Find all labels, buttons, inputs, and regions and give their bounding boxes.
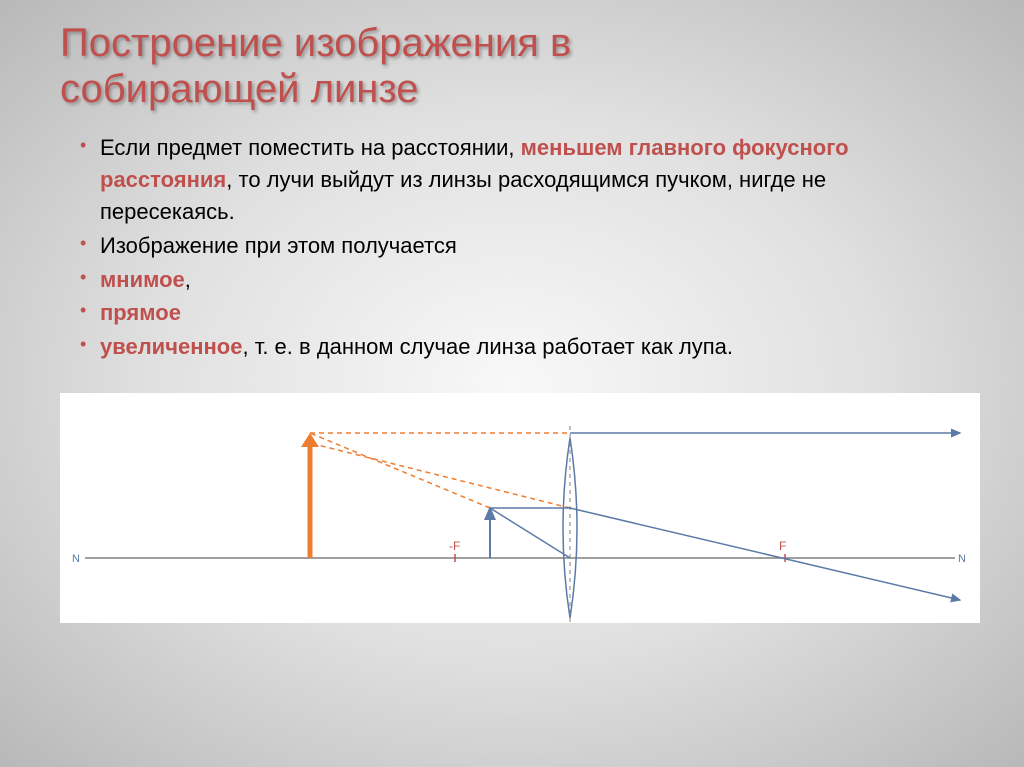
bullet-text: Изображение при этом получается [100,233,457,258]
title-line-1: Построение изображения в [60,21,571,65]
lens-diagram: N N -F F [60,393,980,623]
virtual-ray [310,443,570,508]
ray [490,508,570,558]
slide-title: Построение изображения в собирающей линз… [60,20,964,112]
axis-label-right: N [958,553,966,565]
bullet-text-emphasis: мнимое [100,267,185,292]
bullet-text: Если предмет поместить на расстоянии, [100,135,521,160]
image-arrow-head [301,433,319,447]
bullet-text-emphasis: прямое [100,300,181,325]
bullet-item: увеличенное, т. е. в данном случае линза… [80,331,964,363]
title-line-2: собирающей линзе [60,67,419,111]
bullet-text: , т. е. в данном случае линза работает к… [242,334,733,359]
ray [570,508,960,600]
bullet-list: Если предмет поместить на расстоянии, ме… [80,132,964,363]
lens-shape [563,438,577,618]
bullet-item: прямое [80,297,964,329]
focal-label: F [779,539,786,553]
bullet-item: Изображение при этом получается [80,230,964,262]
lens-diagram-container: N N -F F [60,393,980,623]
virtual-ray [310,433,490,508]
bullet-text: , [185,267,191,292]
bullet-item: мнимое, [80,264,964,296]
focal-label: -F [449,539,460,553]
bullet-item: Если предмет поместить на расстоянии, ме… [80,132,964,228]
axis-label-left: N [72,553,80,565]
bullet-text-emphasis: увеличенное [100,334,242,359]
